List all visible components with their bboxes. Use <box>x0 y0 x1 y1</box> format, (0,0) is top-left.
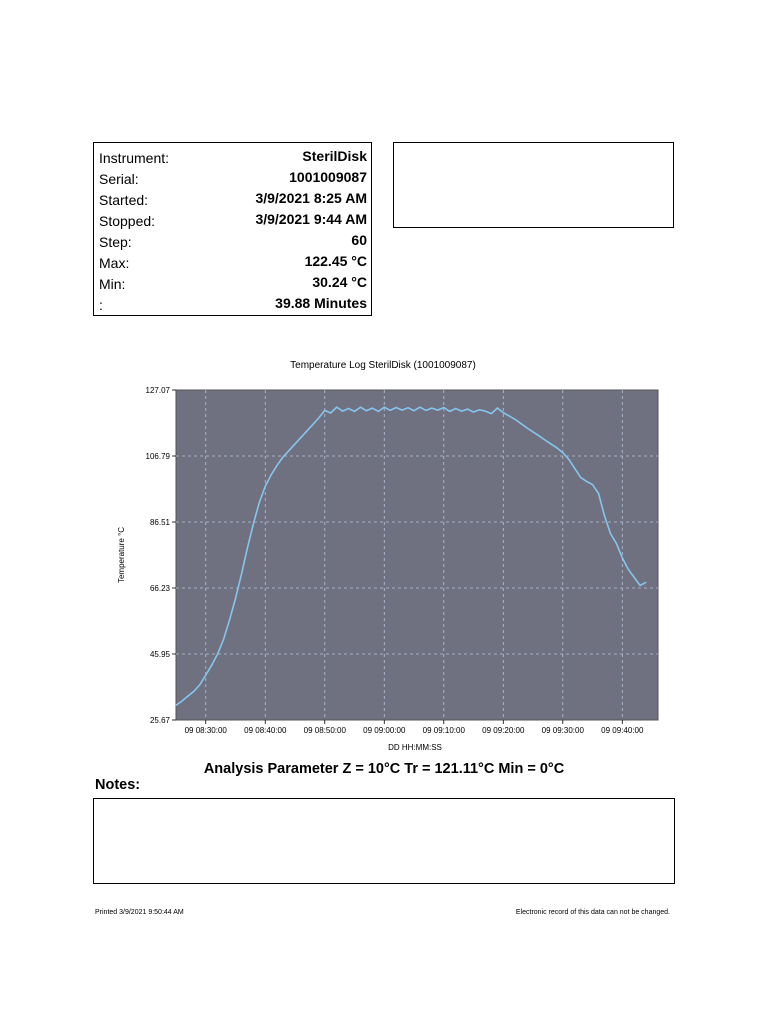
info-row-serial: Serial: 1001009087 <box>94 169 371 190</box>
x-tick-label: 09 09:40:00 <box>601 726 644 735</box>
info-value: 30.24 °C <box>312 274 367 290</box>
info-row-started: Started: 3/9/2021 8:25 AM <box>94 190 371 211</box>
info-row-instrument: Instrument: SterilDisk <box>94 148 371 169</box>
temperature-chart: Temperature Log SterilDisk (1001009087) … <box>117 360 659 752</box>
info-label: Instrument: <box>99 150 170 166</box>
x-tick-label: 09 09:00:00 <box>363 726 406 735</box>
y-axis-ticks: 127.07 106.79 86.51 66.23 45.95 25.67 <box>146 386 176 725</box>
info-label: Serial: <box>99 171 139 187</box>
x-tick-label: 09 08:50:00 <box>304 726 347 735</box>
notes-box <box>93 798 675 884</box>
info-label: Min: <box>99 276 126 292</box>
plot-area <box>175 389 659 721</box>
info-value: SterilDisk <box>302 148 367 164</box>
info-label: : <box>99 297 103 313</box>
series-line <box>175 406 647 706</box>
info-value: 3/9/2021 9:44 AM <box>255 211 367 227</box>
info-label: Max: <box>99 255 130 271</box>
info-value: 3/9/2021 8:25 AM <box>255 190 367 206</box>
y-tick-label: 66.23 <box>150 584 171 593</box>
y-tick-label: 106.79 <box>146 452 171 461</box>
info-row-step: Step: 60 <box>94 232 371 253</box>
x-tick-label: 09 09:20:00 <box>482 726 525 735</box>
x-tick-label: 09 09:10:00 <box>423 726 466 735</box>
info-value: 60 <box>351 232 367 248</box>
info-row-min: Min: 30.24 °C <box>94 274 371 295</box>
printed-timestamp: Printed 3/9/2021 9:50:44 AM <box>95 909 184 916</box>
info-label: Started: <box>99 192 149 208</box>
info-label: Step: <box>99 234 132 250</box>
blank-box <box>393 142 674 228</box>
record-notice: Electronic record of this data can not b… <box>515 909 670 916</box>
grid <box>176 390 658 720</box>
x-axis-label: DD HH:MM:SS <box>388 743 442 752</box>
x-tick-label: 09 08:30:00 <box>185 726 228 735</box>
y-tick-label: 25.67 <box>150 716 171 725</box>
info-value: 39.88 Minutes <box>275 295 367 311</box>
info-row-stopped: Stopped: 3/9/2021 9:44 AM <box>94 211 371 232</box>
chart-title: Temperature Log SterilDisk (1001009087) <box>290 360 476 371</box>
info-row-duration: : 39.88 Minutes <box>94 295 371 316</box>
x-tick-label: 09 09:30:00 <box>542 726 585 735</box>
info-label: Stopped: <box>99 213 156 229</box>
info-value: 1001009087 <box>289 169 367 185</box>
x-tick-label: 09 08:40:00 <box>244 726 287 735</box>
x-axis-ticks: 09 08:30:00 09 08:40:00 09 08:50:00 09 09:0… <box>185 720 644 735</box>
y-tick-label: 86.51 <box>150 518 171 527</box>
instrument-info-box: Instrument: SterilDisk Serial: 100100908… <box>93 142 372 316</box>
y-axis-label: Temperature °C <box>117 527 126 583</box>
info-row-max: Max: 122.45 °C <box>94 253 371 274</box>
y-tick-label: 127.07 <box>146 386 171 395</box>
notes-label: Notes: <box>95 777 141 793</box>
analysis-parameters: Analysis Parameter Z = 10°C Tr = 121.11°… <box>203 761 565 777</box>
y-tick-label: 45.95 <box>150 650 171 659</box>
info-value: 122.45 °C <box>304 253 367 269</box>
